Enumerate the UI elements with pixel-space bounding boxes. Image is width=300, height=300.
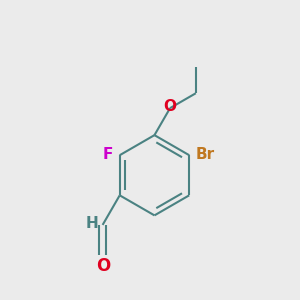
Text: H: H (85, 216, 98, 231)
Text: Br: Br (196, 147, 215, 162)
Text: O: O (96, 257, 111, 275)
Text: O: O (164, 99, 177, 114)
Text: F: F (103, 147, 113, 162)
